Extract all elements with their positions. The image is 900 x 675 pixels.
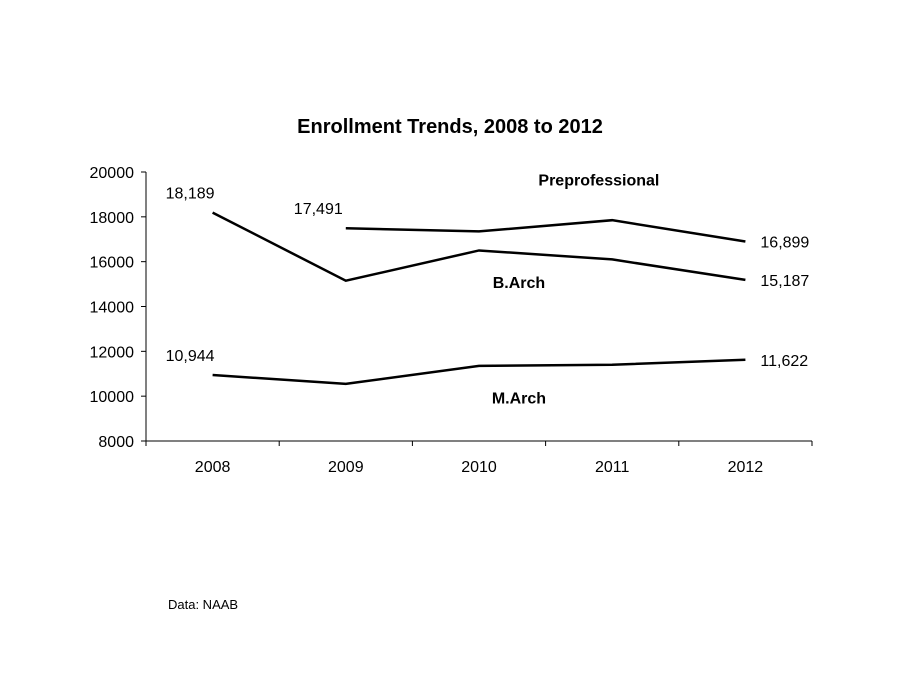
y-tick-label: 8000 bbox=[98, 434, 134, 451]
y-tick-label: 18000 bbox=[90, 210, 135, 227]
x-tick-label: 2008 bbox=[195, 459, 231, 476]
series-line-preprofessional bbox=[345, 218, 746, 243]
data-label: 18,189 bbox=[166, 186, 215, 203]
x-tick-label: 2009 bbox=[328, 459, 364, 476]
y-tick-label: 10000 bbox=[90, 389, 135, 406]
x-tick-label: 2011 bbox=[595, 459, 630, 476]
y-tick-label: 14000 bbox=[90, 300, 135, 317]
y-tick-label: 20000 bbox=[90, 165, 135, 182]
y-tick-label: 12000 bbox=[90, 344, 135, 361]
data-label: 10,944 bbox=[166, 348, 215, 365]
series-name-label: Preprofessional bbox=[538, 172, 659, 189]
source-note: Data: NAAB bbox=[168, 597, 238, 612]
data-label: 11,622 bbox=[760, 353, 808, 370]
series-name-label: B.Arch bbox=[493, 275, 545, 292]
y-tick-label: 16000 bbox=[90, 255, 135, 272]
series-line-b-arch bbox=[212, 211, 746, 283]
series-name-label: M.Arch bbox=[492, 391, 546, 408]
data-labels: 18,189 17,491 16,899 15,187 10,944 11,622 bbox=[166, 186, 810, 370]
chart-title: Enrollment Trends, 2008 to 2012 bbox=[297, 116, 603, 138]
axes: 8000 10000 12000 14000 16000 18000 20000 2008 20… bbox=[90, 165, 813, 476]
x-tick-label: 2012 bbox=[728, 459, 764, 476]
x-tick-label: 2010 bbox=[461, 459, 497, 476]
series-labels: Preprofessional B.Arch M.Arch bbox=[492, 172, 660, 407]
data-label: 16,899 bbox=[760, 235, 809, 252]
data-label: 17,491 bbox=[294, 201, 343, 218]
series-lines bbox=[212, 211, 746, 386]
series-line-m-arch bbox=[212, 358, 746, 386]
data-label: 15,187 bbox=[760, 273, 809, 290]
